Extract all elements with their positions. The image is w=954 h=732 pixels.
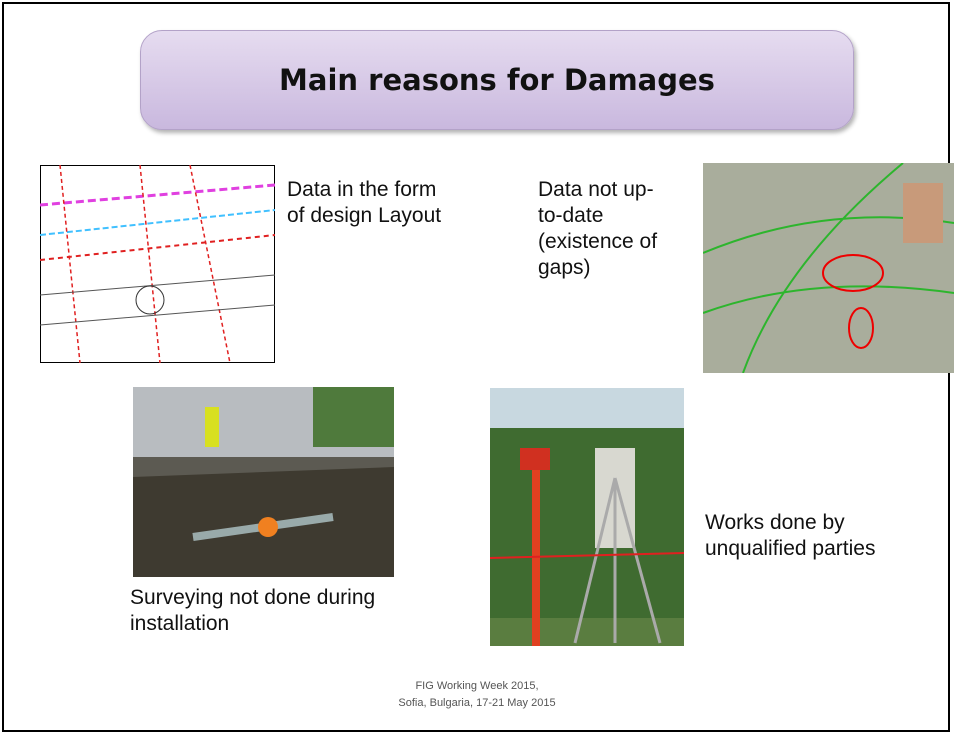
title: Main reasons for Damages	[279, 63, 715, 97]
text-line: installation	[130, 611, 375, 637]
text-line: to-date	[538, 203, 657, 229]
text-line: Surveying not done during	[130, 585, 375, 611]
text-line: Works done by	[705, 510, 875, 536]
aerial-image	[703, 163, 954, 373]
surveyor-image	[490, 388, 684, 646]
slide: Main reasons for Damages Data in t	[0, 0, 954, 720]
title-box: Main reasons for Damages	[140, 30, 854, 130]
text-line: of design Layout	[287, 203, 441, 229]
text-line: unqualified parties	[705, 536, 875, 562]
text-line: (existence of	[538, 229, 657, 255]
footer: FIG Working Week 2015,Sofia, Bulgaria, 1…	[0, 678, 954, 712]
text-line: Data in the form	[287, 177, 441, 203]
layout-image	[40, 165, 275, 363]
text-line: FIG Working Week 2015,	[0, 678, 954, 695]
text-line: Data not up-	[538, 177, 657, 203]
text-line: gaps)	[538, 255, 657, 281]
excavation-image	[133, 387, 394, 577]
text-line: Sofia, Bulgaria, 17-21 May 2015	[0, 695, 954, 712]
